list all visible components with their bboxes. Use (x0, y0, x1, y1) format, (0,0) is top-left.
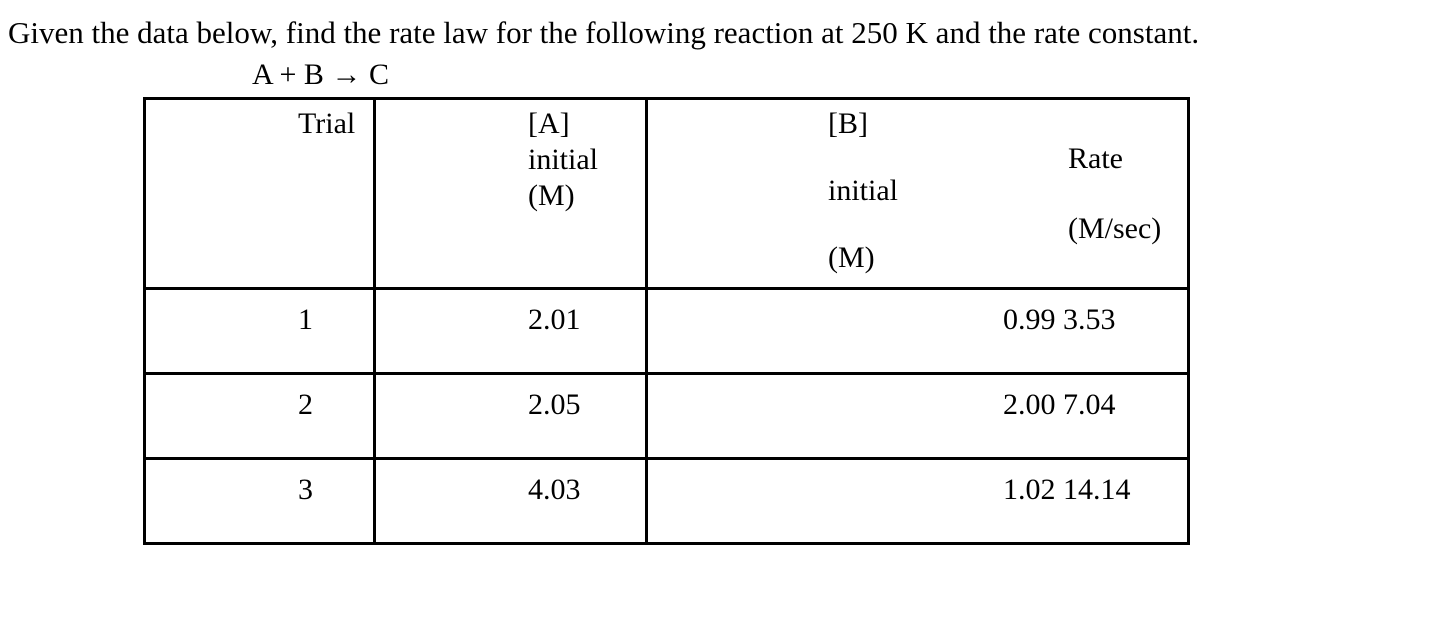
cell-trial: 1 (143, 287, 376, 375)
header-b-line: [B] (828, 107, 868, 140)
cell-a-initial: 2.01 (373, 287, 648, 375)
cell-b-and-rate: 2.00 7.04 (645, 372, 1190, 460)
trial-value: 1 (298, 303, 313, 336)
rate-value: 3.53 (1063, 303, 1116, 336)
header-trial: Trial (143, 97, 376, 290)
header-b-line: initial (828, 174, 898, 207)
cell-trial: 3 (143, 457, 376, 545)
table-row: 1 2.01 0.99 3.53 (143, 287, 1190, 375)
a-initial-value: 4.03 (528, 473, 581, 506)
table-row: 3 4.03 1.02 14.14 (143, 457, 1190, 545)
data-table: Trial [A] initial (M) [B] initial (M) Ra… (143, 97, 1190, 545)
cell-b-and-rate: 1.02 14.14 (645, 457, 1190, 545)
header-a-line: (M) (528, 179, 575, 212)
cell-b-and-rate: 0.99 3.53 (645, 287, 1190, 375)
header-a-initial: [A] initial (M) (373, 97, 648, 290)
rate-value: 7.04 (1063, 388, 1116, 421)
a-initial-value: 2.05 (528, 388, 581, 421)
cell-trial: 2 (143, 372, 376, 460)
table-header-row: Trial [A] initial (M) [B] initial (M) Ra… (143, 97, 1190, 290)
b-initial-value: 0.99 (1003, 303, 1056, 336)
header-rate-line: Rate (1068, 142, 1123, 175)
problem-statement: Given the data below, find the rate law … (8, 15, 1200, 50)
header-a-line: initial (528, 143, 598, 176)
header-trial-label: Trial (298, 107, 356, 140)
header-b-line: (M) (828, 241, 875, 274)
cell-a-initial: 4.03 (373, 457, 648, 545)
trial-value: 3 (298, 473, 313, 506)
trial-value: 2 (298, 388, 313, 421)
b-initial-value: 1.02 (1003, 473, 1056, 506)
table-row: 2 2.05 2.00 7.04 (143, 372, 1190, 460)
header-rate: Rate (M/sec) (1068, 141, 1161, 281)
b-initial-value: 2.00 (1003, 388, 1056, 421)
reaction-equation: A + B → C (252, 58, 389, 91)
header-a-line: [A] (528, 107, 570, 140)
header-rate-line: (M/sec) (1068, 212, 1162, 245)
rate-value: 14.14 (1063, 473, 1131, 506)
header-b-initial: [B] initial (M) (828, 106, 898, 286)
cell-a-initial: 2.05 (373, 372, 648, 460)
header-b-and-rate: [B] initial (M) Rate (M/sec) (645, 97, 1190, 290)
a-initial-value: 2.01 (528, 303, 581, 336)
